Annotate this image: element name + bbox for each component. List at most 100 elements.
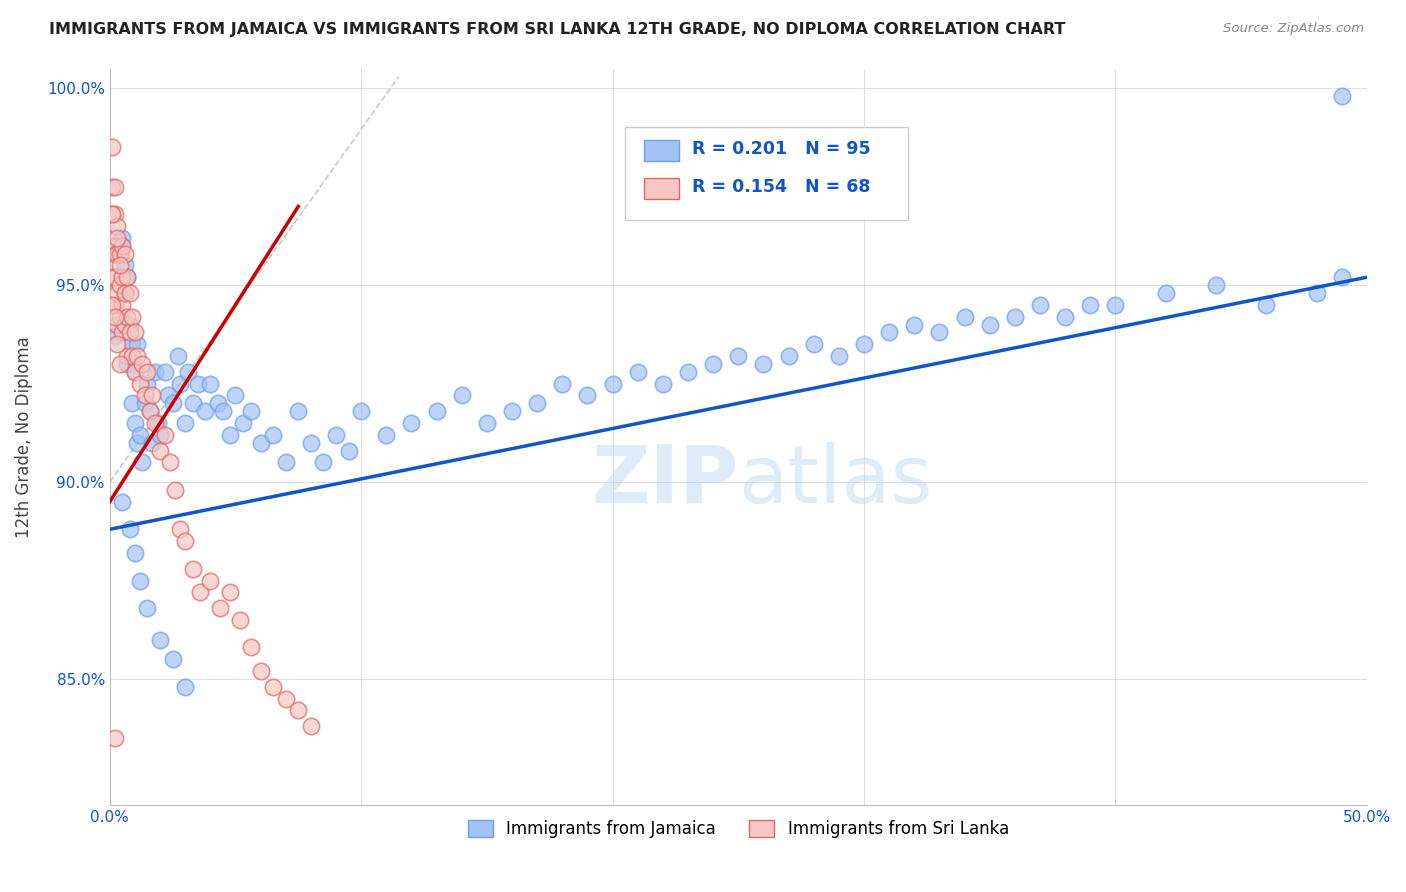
Point — [828, 349, 851, 363]
Point — [117, 357, 139, 371]
Point — [1330, 89, 1353, 103]
Point — [853, 337, 876, 351]
Point — [426, 404, 449, 418]
Point — [129, 574, 152, 588]
FancyBboxPatch shape — [626, 128, 908, 219]
Point — [274, 455, 297, 469]
Text: atlas: atlas — [738, 442, 932, 520]
Point — [676, 365, 699, 379]
Point — [262, 680, 284, 694]
Point — [200, 574, 222, 588]
Point — [1078, 298, 1101, 312]
Point — [143, 365, 166, 379]
Point — [727, 349, 749, 363]
Point — [752, 357, 775, 371]
Point — [159, 455, 181, 469]
Point — [104, 310, 127, 324]
Point — [877, 326, 900, 340]
Point — [105, 285, 128, 300]
Point — [702, 357, 724, 371]
Point — [169, 376, 191, 391]
Point — [1205, 278, 1227, 293]
Point — [114, 285, 136, 300]
Point — [101, 140, 124, 154]
Point — [212, 404, 235, 418]
Point — [108, 357, 131, 371]
Point — [312, 455, 335, 469]
Point — [1305, 285, 1327, 300]
Point — [121, 310, 143, 324]
Point — [104, 239, 127, 253]
Point — [903, 318, 925, 332]
Point — [501, 404, 523, 418]
Point — [117, 310, 139, 324]
Point — [141, 435, 163, 450]
Point — [153, 365, 176, 379]
Point — [194, 404, 217, 418]
Point — [149, 427, 172, 442]
Point — [111, 326, 134, 340]
Point — [176, 365, 198, 379]
Point — [576, 388, 599, 402]
Point — [127, 349, 149, 363]
Point — [114, 285, 136, 300]
Point — [105, 219, 128, 233]
Point — [1054, 310, 1077, 324]
Point — [165, 483, 187, 497]
Point — [105, 246, 128, 260]
Point — [450, 388, 472, 402]
Point — [124, 416, 146, 430]
Point — [953, 310, 976, 324]
Point — [239, 640, 262, 655]
Point — [114, 318, 136, 332]
Point — [174, 534, 197, 549]
Point — [105, 318, 128, 332]
Point — [105, 239, 128, 253]
Point — [146, 416, 169, 430]
Point — [219, 427, 242, 442]
Point — [104, 246, 127, 260]
Point — [127, 337, 149, 351]
Point — [108, 246, 131, 260]
Point — [129, 427, 152, 442]
Point — [118, 326, 141, 340]
Point — [651, 376, 673, 391]
Point — [207, 396, 229, 410]
Point — [104, 179, 127, 194]
Point — [162, 396, 184, 410]
Point — [136, 365, 159, 379]
Bar — [644, 178, 679, 199]
Point — [124, 546, 146, 560]
Point — [104, 329, 127, 343]
Point — [114, 246, 136, 260]
Point — [111, 239, 134, 253]
Point — [149, 632, 172, 647]
Point — [124, 365, 146, 379]
Point — [124, 365, 146, 379]
Point — [166, 349, 188, 363]
Point — [108, 246, 131, 260]
Point — [1154, 285, 1177, 300]
Point — [181, 562, 204, 576]
Text: Source: ZipAtlas.com: Source: ZipAtlas.com — [1223, 22, 1364, 36]
Y-axis label: 12th Grade, No Diploma: 12th Grade, No Diploma — [15, 336, 32, 538]
Point — [143, 416, 166, 430]
Point — [108, 310, 131, 324]
Point — [162, 652, 184, 666]
Point — [153, 427, 176, 442]
Point — [118, 522, 141, 536]
Point — [117, 270, 139, 285]
Point — [108, 278, 131, 293]
Point — [104, 270, 127, 285]
Point — [224, 388, 246, 402]
Point — [337, 443, 360, 458]
Point — [979, 318, 1001, 332]
Point — [131, 455, 153, 469]
Text: IMMIGRANTS FROM JAMAICA VS IMMIGRANTS FROM SRI LANKA 12TH GRADE, NO DIPLOMA CORR: IMMIGRANTS FROM JAMAICA VS IMMIGRANTS FR… — [49, 22, 1066, 37]
Text: R = 0.154   N = 68: R = 0.154 N = 68 — [692, 178, 870, 196]
Point — [181, 396, 204, 410]
Point — [928, 326, 950, 340]
Point — [108, 259, 131, 273]
Point — [101, 270, 124, 285]
Point — [1029, 298, 1052, 312]
